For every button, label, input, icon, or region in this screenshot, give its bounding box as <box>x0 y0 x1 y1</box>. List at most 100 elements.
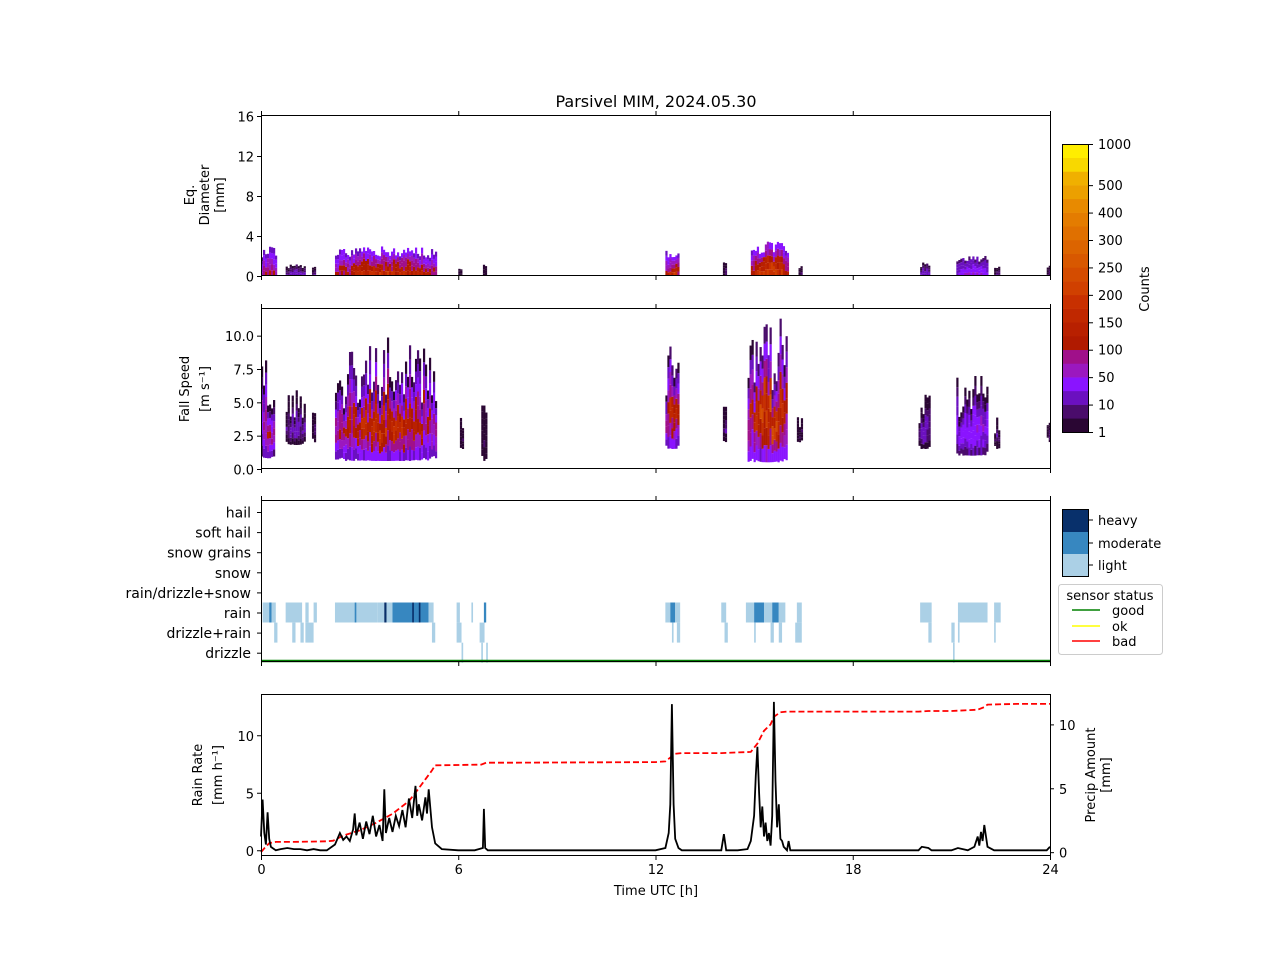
diameter-cell <box>301 267 304 270</box>
fallspeed-cell <box>370 426 374 436</box>
fallspeed-cell <box>299 414 302 421</box>
diameter-cell <box>756 252 760 259</box>
fallspeed-cell <box>340 395 344 405</box>
fallspeed-cell <box>978 424 981 433</box>
fallspeed-cell <box>311 419 315 423</box>
diameter-cell <box>273 259 276 265</box>
fallspeed-cell <box>342 446 346 453</box>
diameter-cell <box>798 269 801 272</box>
diameter-cell <box>382 265 386 271</box>
diameter-cell <box>968 264 971 269</box>
diameter-cell <box>968 260 971 265</box>
diameter-cell <box>756 264 760 271</box>
diameter-cell <box>344 271 348 276</box>
diameter-cell <box>669 258 672 263</box>
fallspeed-cell <box>980 376 983 386</box>
diameter-cell <box>406 259 410 265</box>
diameter-cell <box>434 271 438 276</box>
diameter-cell <box>956 273 959 276</box>
fallspeed-cell <box>380 386 384 397</box>
diameter-cell <box>750 270 754 276</box>
diameter-cell <box>263 265 266 271</box>
diameter-cell <box>752 249 756 256</box>
fallspeed-cell <box>966 434 969 442</box>
diameter-cell <box>922 267 925 271</box>
diameter-cell <box>416 253 420 259</box>
diameter-cell <box>750 260 754 266</box>
fallspeed-cell <box>376 451 380 461</box>
fallspeed-cell <box>972 430 975 440</box>
fallspeed-cell <box>765 427 768 446</box>
fallspeed-cell <box>984 448 987 456</box>
fallspeed-cell <box>424 447 428 460</box>
diameter-cell <box>722 267 726 271</box>
precip-type-segment <box>778 622 783 643</box>
diameter-cell <box>364 250 368 256</box>
fallspeed-cell <box>394 440 398 451</box>
fallspeed-cell <box>354 417 358 428</box>
fallspeed-cell <box>432 413 436 425</box>
fallspeed-cell <box>673 404 676 414</box>
fallspeed-cell <box>485 435 488 442</box>
colorbar-tick-label: 100 <box>1098 344 1123 359</box>
diameter-cell <box>358 253 362 260</box>
fallspeed-cell <box>918 431 921 435</box>
fallspeed-cell <box>311 412 315 416</box>
fallspeed-cell <box>334 401 338 410</box>
fallspeed-cell <box>928 440 931 447</box>
fallspeed-cell <box>382 433 386 448</box>
fallspeed-cell <box>418 371 422 384</box>
fallspeed-cell <box>295 390 298 398</box>
diameter-cell <box>960 269 963 273</box>
fallspeed-cell <box>773 428 776 440</box>
fallspeed-cell <box>285 423 288 427</box>
fallspeed-cell <box>352 437 356 450</box>
diameter-cell <box>396 261 400 267</box>
diameter-cell <box>293 271 296 274</box>
diameter-cell <box>346 255 350 260</box>
fallspeed-cell <box>360 428 364 440</box>
fallspeed-cell <box>986 394 989 403</box>
fallspeed-cell <box>378 430 382 439</box>
fallspeed-cell <box>418 396 422 410</box>
fallspeed-cell <box>982 431 985 440</box>
diameter-cell <box>313 272 317 275</box>
diameter-axes-frame <box>261 115 1051 276</box>
diameter-cell <box>394 271 398 276</box>
fallspeed-cell <box>412 392 416 402</box>
fallspeed-cell <box>406 450 410 461</box>
diameter-cell <box>724 265 728 269</box>
fallspeed-cell <box>382 391 386 406</box>
fallspeed-cell <box>388 439 392 451</box>
fallspeed-cell <box>406 408 410 419</box>
fallspeed-cell <box>342 427 346 434</box>
fallspeed-cell <box>749 374 752 389</box>
fallspeed-cell <box>380 451 384 461</box>
fallspeed-cell <box>372 391 376 402</box>
fallspeed-cell <box>757 436 760 450</box>
diameter-cell <box>724 268 728 271</box>
diameter-cell <box>482 271 486 274</box>
fallspeed-cell <box>986 435 989 444</box>
fallspeed-cell <box>749 432 752 447</box>
fallspeed-cell <box>372 381 376 392</box>
diameter-cell <box>482 273 486 276</box>
fallspeed-cell <box>964 438 967 447</box>
fallspeed-cell <box>667 367 670 379</box>
diameter-cell <box>388 271 392 276</box>
fallspeed-cell <box>926 416 929 424</box>
diameter-cell <box>374 254 378 260</box>
diameter-cell <box>458 271 461 274</box>
fallspeed-cell <box>416 363 420 378</box>
fallspeed-cell <box>370 418 374 427</box>
fallspeed-cell <box>386 414 390 431</box>
diameter-cell <box>758 267 762 272</box>
diameter-cell <box>336 254 340 260</box>
fallspeed-cell <box>338 419 342 430</box>
fallspeed-cell <box>781 403 784 418</box>
fallspeed-cell <box>924 442 927 449</box>
diameter-cell <box>386 266 390 272</box>
fallspeed-cell <box>749 359 752 375</box>
fallspeed-cell <box>404 435 408 448</box>
